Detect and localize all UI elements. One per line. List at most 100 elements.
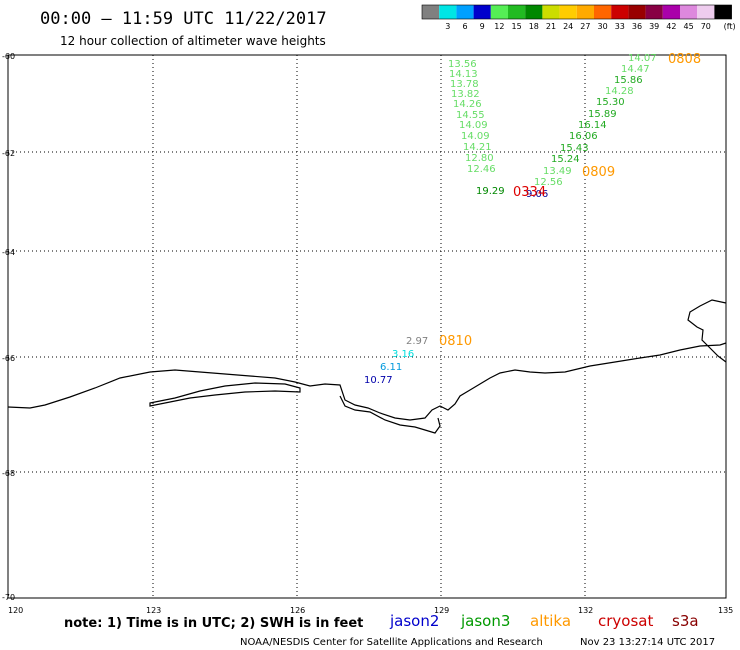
legend-label: 15 [512,22,522,31]
legend-swatch [680,5,698,19]
lat-tick-labels: -60 -62 -64 -66 -68 -70 [2,52,15,602]
wave-height-label: 12.56 [534,177,563,188]
wave-height-label: 15.89 [588,109,617,120]
legend-label: 6 [462,22,467,31]
lon-tick: 120 [8,606,23,615]
wave-height-label: 13.49 [543,166,572,177]
legend-label: 70 [701,22,711,31]
lat-tick: -68 [2,469,15,478]
legend-swatch [525,5,543,19]
legend-label: 27 [580,22,590,31]
pass-time-label: 0808 [668,52,701,67]
wave-height-label: 14.26 [453,99,482,110]
wave-height-label: 14.09 [459,120,488,131]
lon-tick: 123 [146,606,161,615]
lon-tick: 126 [290,606,305,615]
legend-label: 24 [563,22,573,31]
track-jason3-left: 13.56 14.13 13.78 13.82 14.26 14.55 14.0… [448,59,505,197]
wave-height-label: 19.29 [476,186,505,197]
legend-swatch [594,5,612,19]
wave-height-label: 12.80 [465,153,494,164]
legend-swatch [697,5,715,19]
legend-label: 18 [529,22,539,31]
wave-height-label: 9.06 [526,189,548,200]
wave-height-label: 14.07 [628,53,657,64]
satellite-name-jason2: jason2 [389,612,439,630]
lat-tick: -70 [2,593,15,602]
wave-height-label: 14.09 [461,131,490,142]
lat-tick: -66 [2,354,15,363]
coastline [7,299,727,434]
legend-swatch [645,5,663,19]
lat-tick: -64 [2,248,15,257]
wave-height-label: 13.82 [451,89,480,100]
legend-label: 45 [684,22,694,31]
legend-swatch [628,5,646,19]
legend-unit: (ft) [724,22,736,31]
wave-height-label: 6.11 [380,362,402,373]
wave-height-label: 16.06 [569,131,598,142]
legend-swatch [456,5,474,19]
wave-height-label: 14.13 [449,69,478,80]
wave-height-label: 16.14 [578,120,607,131]
track-jason3-right: 14.07 14.47 15.86 14.28 15.30 15.89 16.1… [526,53,657,200]
wave-height-label: 15.86 [614,75,643,86]
lon-tick-labels: 120 123 126 129 132 135 [8,606,733,615]
wave-height-label: 14.28 [605,86,634,97]
lat-tick: -62 [2,149,15,158]
legend-swatch [576,5,594,19]
wave-height-label: 13.56 [448,59,477,70]
legend-label: 39 [649,22,659,31]
legend-swatch [662,5,680,19]
satellite-name-jason3: jason3 [460,612,510,630]
satellite-name-altika: altika [530,612,571,630]
wave-height-label: 14.55 [456,110,485,121]
map-title: 00:00 – 11:59 UTC 11/22/2017 [40,9,327,29]
wave-height-label: 10.77 [364,375,393,386]
satellite-name-cryosat: cryosat [598,612,653,630]
grid [8,55,726,598]
legend-swatch [473,5,491,19]
legend-label: 9 [480,22,485,31]
pass-times: 0808 0809 0334 0810 [439,52,701,349]
map-subtitle: 12 hour collection of altimeter wave hei… [60,34,326,48]
legend-swatch [422,5,440,19]
wave-height-label: 14.21 [463,142,492,153]
wave-height-label: 2.97 [406,336,428,347]
legend-label: 12 [494,22,504,31]
legend-swatch [611,5,629,19]
lat-tick: -60 [2,52,15,61]
footer-note: note: 1) Time is in UTC; 2) SWH is in fe… [64,616,363,631]
legend-label: 3 [445,22,450,31]
legend-label: 21 [546,22,556,31]
wave-height-label: 15.24 [551,154,580,165]
legend-label: 36 [632,22,642,31]
pass-time-label: 0809 [582,165,615,180]
legend-label: 42 [666,22,676,31]
wave-height-label: 14.47 [621,64,650,75]
wave-height-label: 15.30 [596,97,625,108]
legend-swatch [559,5,577,19]
lon-tick: 129 [434,606,449,615]
pass-time-label: 0334 [513,185,546,200]
track-coastal: 2.97 3.16 6.11 10.77 [364,336,428,386]
legend-outline [421,4,732,20]
satellite-legend: jason2 jason3 altika cryosat s3a [389,612,699,630]
wave-height-label: 13.78 [450,79,479,90]
map-frame [7,54,727,599]
legend-swatch [490,5,508,19]
satellite-name-s3a: s3a [672,612,699,630]
legend-swatch [714,5,732,19]
legend-swatch [542,5,560,19]
legend-label: 30 [598,22,608,31]
legend-swatch [439,5,457,19]
footer-timestamp: Nov 23 13:27:14 UTC 2017 [580,637,715,648]
pass-time-label: 0810 [439,334,472,349]
legend-swatch [508,5,526,19]
lon-tick: 132 [578,606,593,615]
wave-height-label: 15.43 [560,143,589,154]
lon-tick: 135 [718,606,733,615]
legend-label: 33 [615,22,625,31]
wave-height-label: 12.46 [467,164,496,175]
